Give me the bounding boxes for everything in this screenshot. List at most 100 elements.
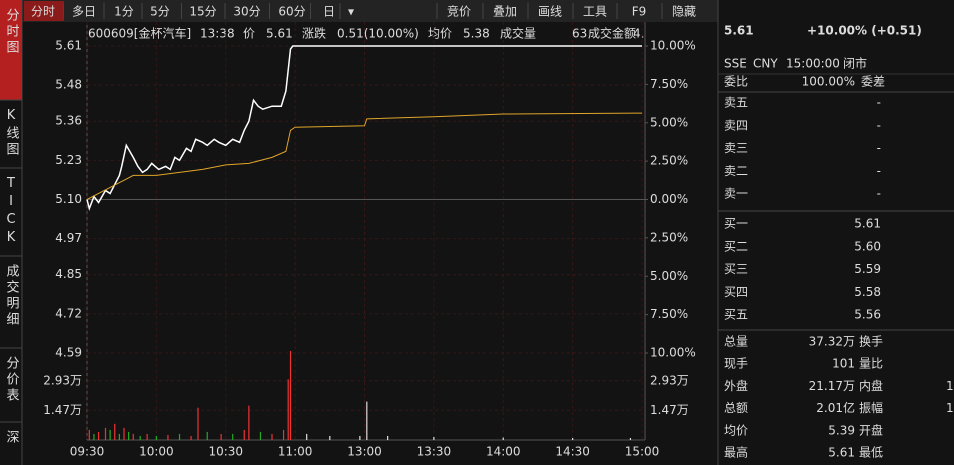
volume-tick-label-right: 1.47万 bbox=[650, 403, 689, 417]
volume-bar bbox=[109, 429, 111, 440]
stat-value-2: 1 bbox=[946, 379, 954, 393]
y-tick-label: 4.85 bbox=[55, 267, 82, 281]
volume-bar bbox=[178, 433, 181, 440]
quote-price: 5.61 bbox=[724, 24, 754, 38]
tool-tab[interactable]: 工具 bbox=[583, 5, 607, 19]
volume-bar bbox=[167, 434, 169, 440]
ask-price: - bbox=[877, 187, 881, 201]
tool-tab[interactable]: 叠加 bbox=[493, 5, 517, 19]
info-price: 5.61 bbox=[266, 27, 293, 41]
stat-label: 外盘 bbox=[724, 378, 748, 393]
x-tick-label: 14:00 bbox=[486, 445, 521, 459]
volume-bar bbox=[289, 351, 292, 440]
side-tab[interactable]: 分价表 bbox=[4, 356, 20, 404]
bid-price: 5.58 bbox=[854, 285, 881, 299]
volume-bar bbox=[118, 433, 120, 440]
period-tab[interactable]: 分时 bbox=[31, 5, 55, 19]
info-amount: 4. bbox=[633, 27, 644, 41]
side-tab[interactable]: K线图 bbox=[4, 108, 20, 158]
volume-bar bbox=[139, 435, 141, 440]
ask-label: 卖二 bbox=[724, 164, 748, 178]
info-code: 600609[金杯汽车] bbox=[88, 26, 191, 41]
volume-bar bbox=[306, 433, 308, 440]
stat-label-2: 量比 bbox=[859, 357, 883, 371]
period-tab[interactable]: 1分 bbox=[114, 5, 134, 19]
period-tab[interactable]: 15分 bbox=[189, 5, 216, 19]
quote-change: +10.00% (+0.51) bbox=[807, 24, 922, 38]
x-tick-label: 10:00 bbox=[139, 445, 174, 459]
y-tick-label: 5.61 bbox=[55, 39, 82, 53]
quote-time: 15:00:00 bbox=[786, 57, 840, 71]
volume-bar bbox=[132, 433, 134, 440]
stat-label-2: 振幅 bbox=[859, 400, 883, 415]
volume-bar bbox=[287, 379, 289, 440]
period-tab[interactable]: ▾ bbox=[348, 5, 354, 19]
stat-label-2: 内盘 bbox=[859, 378, 883, 393]
y2-tick-label: 10.00% bbox=[650, 346, 696, 360]
tool-tab[interactable]: 竞价 bbox=[447, 5, 471, 19]
volume-bar bbox=[155, 435, 157, 440]
toolbar bbox=[22, 0, 718, 22]
period-tab[interactable]: 5分 bbox=[150, 5, 170, 19]
side-tab-selected bbox=[0, 0, 22, 100]
period-tab[interactable]: 日 bbox=[323, 5, 335, 19]
average-line bbox=[86, 112, 643, 200]
period-tab[interactable]: 多日 bbox=[72, 5, 96, 19]
y2-tick-label: 2.50% bbox=[650, 230, 688, 244]
ratio-label: 委比 bbox=[724, 75, 748, 89]
volume-bar bbox=[190, 435, 192, 440]
volume-tick-label-right: 2.93万 bbox=[650, 373, 689, 387]
volume-bar bbox=[248, 405, 250, 440]
volume-bar bbox=[502, 437, 504, 440]
x-tick-label: 14:30 bbox=[555, 445, 590, 459]
volume-bar bbox=[206, 431, 208, 440]
bid-price: 5.59 bbox=[854, 262, 881, 276]
bid-price: 5.61 bbox=[854, 217, 881, 231]
stat-label: 均价 bbox=[724, 423, 748, 437]
x-tick-label: 10:30 bbox=[208, 445, 243, 459]
diff-label: 委差 bbox=[861, 75, 885, 89]
bid-label: 买二 bbox=[724, 239, 748, 253]
stat-value: 5.61 bbox=[828, 446, 855, 460]
tool-tab[interactable]: 画线 bbox=[538, 5, 562, 19]
volume-tick-label: 2.93万 bbox=[43, 373, 82, 387]
y2-tick-label: 5.00% bbox=[650, 115, 688, 129]
volume-bar bbox=[104, 427, 107, 440]
info-avg-label: 均价 bbox=[428, 27, 452, 41]
info-change: 0.51(10.00%) bbox=[337, 27, 419, 41]
volume-bar bbox=[271, 433, 273, 440]
tool-tab[interactable]: 隐藏 bbox=[672, 5, 696, 19]
info-time: 13:38 bbox=[200, 27, 235, 41]
stat-label: 总额 bbox=[724, 401, 748, 415]
y2-tick-label: 5.00% bbox=[650, 269, 688, 283]
ratio-value: 100.00% bbox=[802, 75, 855, 89]
y2-tick-label: 2.50% bbox=[650, 154, 688, 168]
stat-label: 现手 bbox=[724, 357, 748, 371]
tool-tab[interactable]: F9 bbox=[632, 5, 647, 19]
y-tick-label: 5.36 bbox=[55, 114, 82, 128]
volume-bar bbox=[123, 427, 125, 440]
y2-tick-label: 0.00% bbox=[650, 192, 688, 206]
period-tab[interactable]: 30分 bbox=[233, 5, 260, 19]
ask-label: 卖三 bbox=[724, 141, 748, 155]
ask-price: - bbox=[877, 118, 881, 132]
stat-value: 2.01亿 bbox=[816, 400, 855, 415]
stat-value: 21.17万 bbox=[809, 379, 855, 393]
side-tab[interactable]: TICK bbox=[4, 176, 19, 248]
quote-currency: CNY bbox=[753, 57, 778, 71]
stat-value: 101 bbox=[832, 357, 855, 371]
side-tab[interactable]: 分时图 bbox=[4, 8, 20, 56]
period-tab[interactable]: 60分 bbox=[278, 5, 305, 19]
volume-bar bbox=[128, 431, 130, 440]
y-tick-label: 5.23 bbox=[55, 153, 82, 167]
quote-exchange: SSE bbox=[724, 57, 747, 71]
volume-bar bbox=[329, 435, 331, 440]
x-tick-label: 13:00 bbox=[347, 445, 382, 459]
side-tab[interactable]: 成交明细 bbox=[4, 264, 20, 328]
info-vol-label: 成交量 bbox=[500, 26, 536, 41]
quote-status: 闭市 bbox=[843, 56, 867, 71]
x-tick-label: 11:00 bbox=[278, 445, 313, 459]
side-tab[interactable]: 深 bbox=[4, 430, 20, 446]
